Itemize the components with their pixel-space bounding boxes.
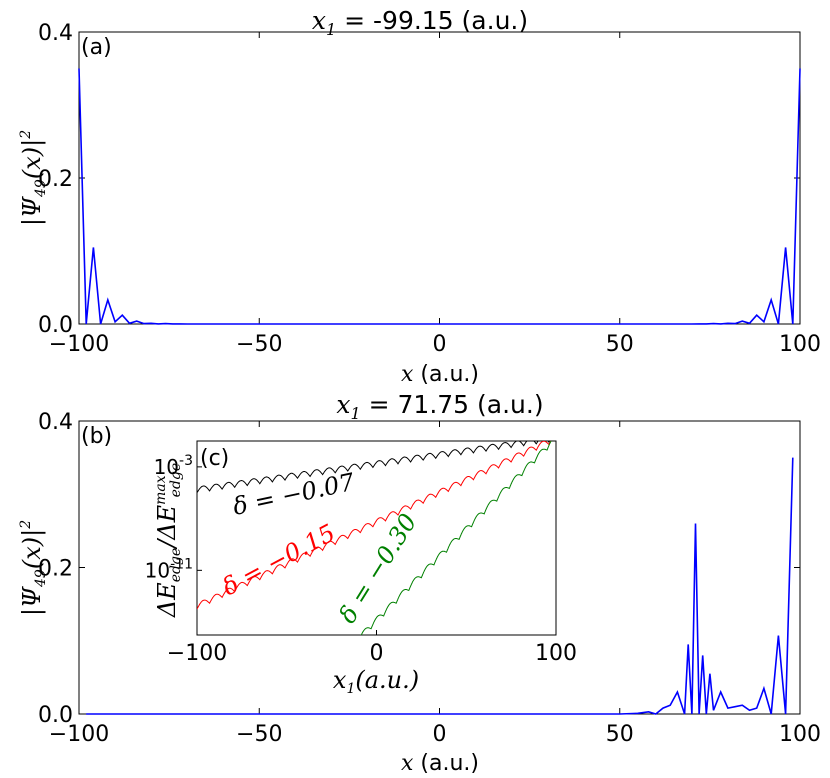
panel-b: x1 = 71.75 (a.u.) −100 −50 0 50 100 0.0 0.2 0.4… (18, 390, 821, 776)
panel-b-xtick-label: 50 (606, 722, 634, 747)
panel-b-ytick-label: 0.0 (38, 703, 73, 728)
inset-c-series-line-2 (360, 441, 552, 635)
inset-c-ytick-label: 10-3 (154, 453, 193, 479)
panel-b-title: x1 = 71.75 (a.u.) (336, 390, 543, 423)
panel-a-ytick-label: 0.2 (38, 167, 73, 192)
inset-c-ylabel: ΔEedge/ΔEmaxedge (153, 463, 184, 618)
panel-b-ytick-label: 0.2 (38, 557, 73, 582)
inset-c-xtick-label: 100 (535, 641, 577, 666)
panel-a-xtick-label: 50 (606, 332, 634, 357)
panel-a-xtick-label: 100 (779, 332, 821, 357)
panel-a-plot-area (78, 31, 801, 325)
inset-c-series-line-1 (197, 441, 552, 610)
panel-b-xtick-label: −100 (49, 722, 109, 747)
panel-a-xlabel: x (a.u.) (401, 362, 479, 387)
panel-b-xtick-label: −50 (236, 722, 282, 747)
inset-c: −100 0 100 10-3 10-11 (c) ΔEedge/ΔEmaxedge x… (145, 440, 577, 697)
panel-a-ticks: −100 −50 0 50 100 0.0 0.2 0.4 (38, 21, 821, 357)
panel-a-xtick-label: 0 (433, 332, 447, 357)
panel-b-series-line (86, 457, 794, 715)
panel-a-title: x1 = -99.15 (a.u.) (312, 6, 528, 39)
inset-c-label: (c) (200, 446, 229, 471)
inset-c-xlabel: x1(a.u.) (333, 666, 419, 697)
inset-c-xtick-label: 0 (370, 641, 384, 666)
inset-c-xtick-label: −100 (167, 641, 227, 666)
inset-c-series (197, 441, 552, 635)
inset-c-plot-area (196, 440, 557, 636)
panel-b-xtick-label: 0 (433, 722, 447, 747)
panel-a-xtick-label: −100 (49, 332, 109, 357)
panel-b-ytick-label: 0.4 (38, 410, 73, 435)
inset-c-series-line-0 (197, 441, 551, 493)
panel-b-ticks: −100 −50 0 50 100 0.0 0.2 0.4 (38, 410, 821, 747)
panel-b-label: (b) (81, 424, 112, 449)
panel-a-ytick-label: 0.4 (38, 21, 73, 46)
panel-a-ytick-label: 0.0 (38, 313, 73, 338)
panel-a: x1 = -99.15 (a.u.) −100 −50 0 50 100 0.0 0.2 0.… (18, 6, 821, 387)
panel-b-ylabel: |Ψ49(x)|2 (18, 520, 49, 616)
inset-c-ytick-label: 10-11 (145, 556, 193, 582)
panel-a-series-line (78, 68, 801, 325)
panel-b-xlabel: x (a.u.) (401, 751, 479, 776)
panel-a-ylabel: |Ψ49(x)|2 (18, 130, 49, 226)
panel-a-label: (a) (81, 35, 112, 60)
panel-b-xtick-label: 100 (779, 722, 821, 747)
panel-a-xtick-label: −50 (236, 332, 282, 357)
inset-c-ticks: −100 0 100 10-3 10-11 (145, 453, 577, 666)
